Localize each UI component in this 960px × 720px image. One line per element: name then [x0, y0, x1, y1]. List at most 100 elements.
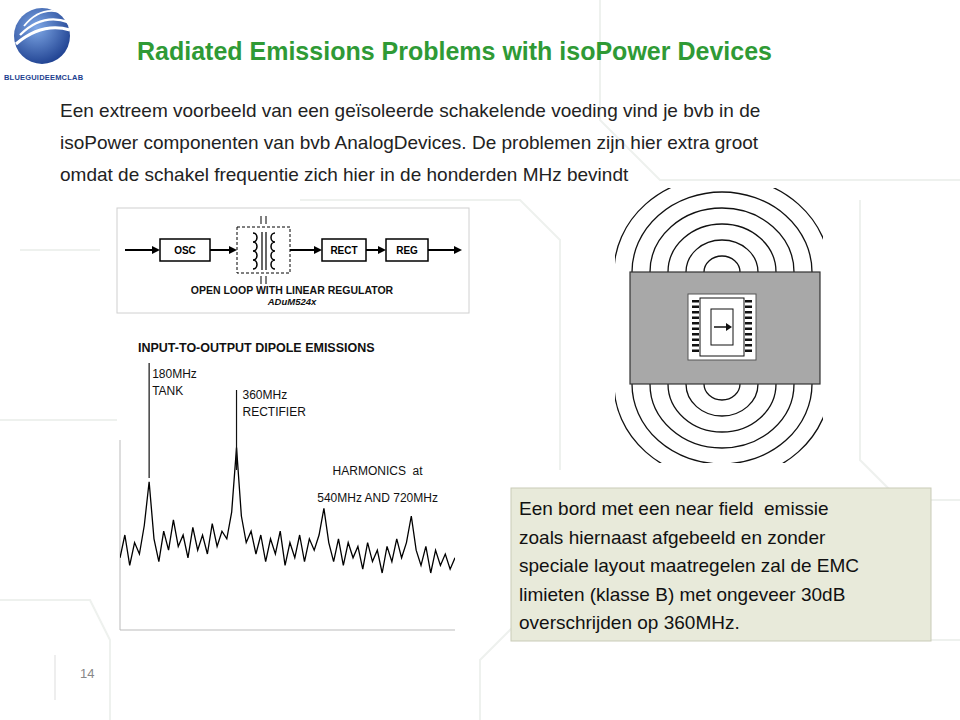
field-line — [686, 240, 758, 272]
isolation-mark — [261, 276, 262, 284]
annotation-pointer — [236, 390, 237, 470]
arrow-line — [125, 249, 154, 251]
board — [630, 272, 820, 384]
page-rule — [55, 655, 56, 700]
note-line: limieten (klasse B) met ongeveer 30dB — [519, 584, 845, 605]
pin — [692, 311, 699, 314]
core — [261, 232, 262, 270]
note-line: overschrijden op 360MHz. — [519, 612, 740, 633]
logo-globe — [14, 8, 70, 64]
annotation-line: 180MHz — [152, 367, 197, 381]
logo-swoosh — [24, 11, 66, 26]
circuit-trace — [0, 600, 110, 720]
die — [711, 309, 733, 345]
pin — [692, 317, 699, 320]
title: Radiated Emissions Problems with isoPowe… — [137, 37, 772, 65]
spectrum-chart: INPUT-TO-OUTPUT DIPOLE EMISSIONS 180MHz TA… — [117, 330, 458, 633]
pin — [692, 339, 699, 342]
annotation: HARMONICS at 540MHz AND 720MHz — [317, 464, 438, 505]
pin — [692, 300, 699, 303]
spectrum-line — [120, 448, 455, 573]
pin — [692, 333, 699, 336]
annotation-line: 540MHz AND 720MHz — [317, 491, 438, 505]
block-label: OSC — [174, 245, 196, 256]
pin — [692, 344, 699, 347]
diagram-caption: OPEN LOOP WITH LINEAR REGULATOR — [191, 284, 394, 296]
field-line — [632, 384, 812, 463]
circuit-trace — [600, 0, 960, 180]
pin — [745, 350, 752, 353]
pin — [745, 306, 752, 309]
block-diagram: OSC RECT REG OPEN LOOP WITH LINEAR REGULATO… — [117, 208, 469, 313]
note: Een bord met een near field emissiezoals… — [511, 488, 931, 641]
pin — [745, 322, 752, 325]
circuit-pattern — [0, 0, 960, 720]
arrow-line — [714, 326, 728, 328]
arrow-head — [152, 246, 160, 254]
core — [265, 232, 266, 270]
isolation-mark — [266, 216, 267, 224]
note-box — [511, 488, 931, 641]
near-field-illustration — [614, 176, 830, 480]
field-lines — [615, 188, 823, 463]
field-line — [615, 384, 823, 463]
arrow-head — [454, 246, 462, 254]
body-line: isoPower componenten van bvb AnalogDevic… — [60, 132, 759, 153]
pin — [745, 328, 752, 331]
logo: BLUEGUIDEEMCLAB — [4, 8, 84, 82]
plot-area — [120, 448, 455, 573]
y-axis — [120, 440, 121, 630]
block-label: REG — [396, 245, 418, 256]
block-label: RECT — [330, 245, 357, 256]
annotation-line: RECTIFIER — [243, 405, 307, 419]
field-line — [650, 384, 794, 448]
page-number: 14 — [80, 666, 94, 681]
circuit-trace — [860, 200, 960, 500]
chart-title: INPUT-TO-OUTPUT DIPOLE EMISSIONS — [138, 341, 375, 355]
pin — [745, 317, 752, 320]
pin — [692, 328, 699, 331]
arrow-head — [378, 246, 386, 254]
field-line — [615, 188, 823, 272]
logo-text: BLUEGUIDEEMCLAB — [4, 73, 84, 82]
pin — [692, 322, 699, 325]
field-line — [668, 224, 776, 272]
pin — [745, 300, 752, 303]
field-line — [704, 256, 740, 272]
pin — [745, 339, 752, 342]
pin — [745, 311, 752, 314]
arrow-line — [428, 249, 456, 251]
field-line — [650, 208, 794, 272]
pin — [692, 350, 699, 353]
background — [0, 0, 960, 720]
pin — [745, 333, 752, 336]
field-line — [632, 192, 812, 272]
arrow-head — [726, 323, 732, 331]
x-axis — [120, 630, 455, 631]
panel — [117, 208, 469, 313]
block — [160, 239, 210, 261]
annotation-line: TANK — [152, 384, 183, 398]
pin — [692, 306, 699, 309]
body-line: omdat de schakel frequentie zich hier in… — [60, 164, 629, 185]
panel — [117, 330, 458, 633]
chip — [700, 298, 744, 356]
panel — [615, 188, 823, 463]
coil — [271, 233, 275, 269]
field-line — [704, 384, 740, 400]
arrow-line — [366, 249, 380, 251]
note-line: speciale layout maatregelen zal de EMC — [519, 555, 859, 576]
annotation: 180MHz TANK — [152, 367, 197, 398]
note-line: zoals hiernaast afgebeeld en zonder — [519, 527, 826, 548]
field-line — [686, 384, 758, 416]
coil — [253, 233, 257, 269]
isolation-mark — [266, 276, 267, 284]
chip-area — [688, 294, 756, 360]
field-line — [668, 384, 776, 432]
pin — [745, 344, 752, 347]
arrow-head — [229, 246, 237, 254]
block — [322, 239, 366, 261]
transformer-box — [237, 227, 290, 273]
arrow-line — [290, 249, 316, 251]
annotation-line: HARMONICS at — [333, 464, 424, 478]
